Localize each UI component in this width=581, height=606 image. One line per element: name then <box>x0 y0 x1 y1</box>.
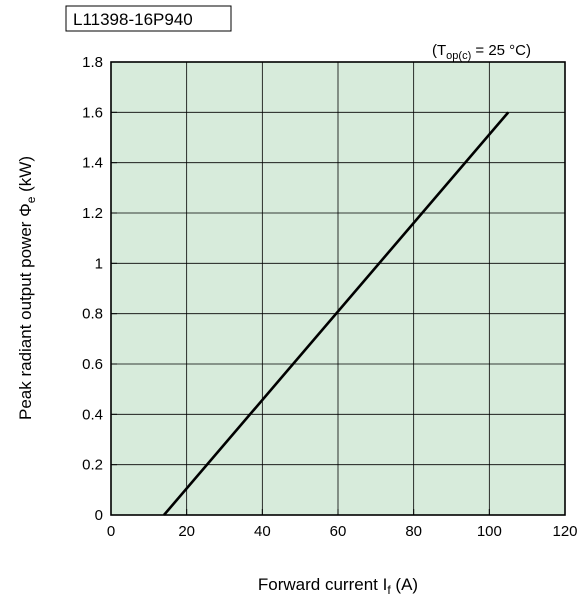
y-axis-title: Peak radiant output power Φe (kW) <box>16 156 38 420</box>
x-tick-label: 0 <box>107 523 115 540</box>
y-tick-label: 1.2 <box>82 205 103 222</box>
y-axis-title-unit: (kW) <box>16 156 35 197</box>
x-axis-title-main: Forward current I <box>258 575 387 594</box>
y-tick-label: 1 <box>95 255 103 272</box>
x-axis-title-unit: (A) <box>391 575 418 594</box>
y-axis-title-sub: e <box>24 196 38 203</box>
condition-suffix: = 25 °C) <box>471 42 531 59</box>
y-tick-label: 0.2 <box>82 457 103 474</box>
x-tick-label: 20 <box>178 523 195 540</box>
model-label: L11398-16P940 <box>73 10 193 29</box>
x-axis-title: Forward current If (A) <box>258 575 418 597</box>
x-tick-label: 120 <box>552 523 577 540</box>
chart-labels: L11398-16P940 (Top(c) = 25 °C) Forward c… <box>16 5 531 597</box>
model-label-box <box>65 5 232 32</box>
operating-condition: (Top(c) = 25 °C) <box>432 42 531 62</box>
y-tick-label: 0.8 <box>82 306 103 323</box>
x-tick-label: 60 <box>330 523 347 540</box>
series-line <box>162 111 510 516</box>
x-tick-label: 40 <box>254 523 271 540</box>
y-axis-title-main: Peak radiant output power Φ <box>16 203 35 420</box>
condition-subscript: op(c) <box>446 50 471 62</box>
y-tick-label: 0.6 <box>82 356 103 373</box>
y-tick-label: 0 <box>95 507 103 524</box>
y-tick-label: 0.4 <box>82 406 103 423</box>
y-tick-label: 1.4 <box>82 155 103 172</box>
x-tick-label: 80 <box>405 523 422 540</box>
x-axis-title-sub: f <box>387 583 391 597</box>
condition-prefix: (T <box>432 42 446 59</box>
x-tick-label: 100 <box>477 523 502 540</box>
y-tick-label: 1.8 <box>82 54 103 71</box>
plot-area: 0 20 40 60 80 100 120 0 0.2 0.4 0.6 0.8 1 1.2 1.4 1.6 1.… <box>82 54 577 540</box>
y-tick-label: 1.6 <box>82 104 103 121</box>
